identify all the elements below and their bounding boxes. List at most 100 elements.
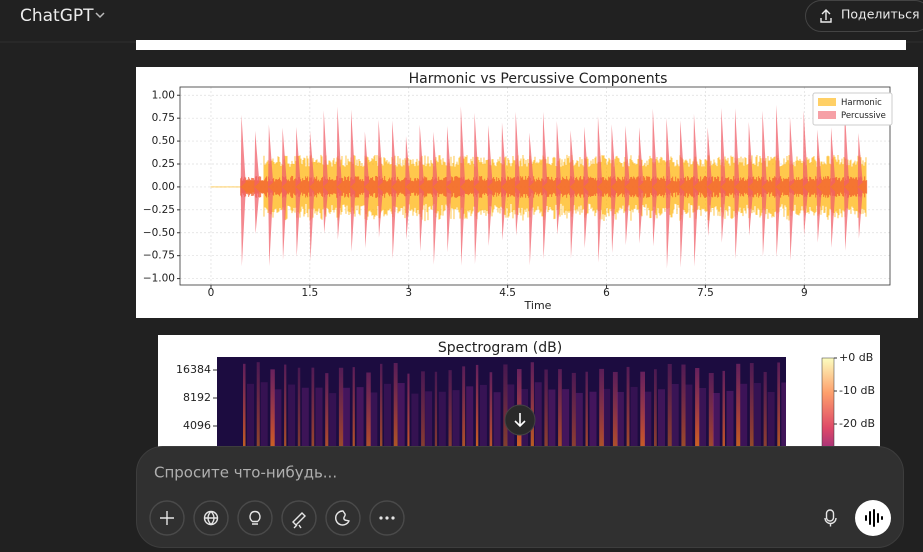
y-tick-label: 0.25 (152, 158, 175, 170)
onset-stripe (284, 364, 287, 457)
x-tick-label: 0 (208, 287, 215, 299)
onset-stripe (695, 368, 700, 457)
onset-stripe (462, 366, 466, 457)
x-tick-label: 3 (405, 287, 412, 299)
previous-image (136, 40, 906, 50)
onset-haze (479, 384, 487, 457)
x-tick-label: 4.5 (499, 287, 516, 299)
onset-haze (671, 383, 679, 457)
onset-stripe (475, 364, 479, 457)
colorbar-label: +0 dB (839, 351, 873, 364)
legend-swatch (818, 111, 836, 119)
onset-stripe (489, 372, 493, 457)
share-label[interactable]: Поделиться (841, 7, 920, 22)
axes-frame (179, 86, 891, 286)
onset-stripe (297, 367, 301, 457)
share-button[interactable] (805, 0, 923, 32)
y-tick-label: −0.50 (143, 227, 175, 239)
palette-icon (335, 510, 350, 526)
colorbar-label: -10 dB (839, 384, 875, 397)
app-title[interactable]: ChatGPT (20, 6, 94, 26)
dots-icon (379, 516, 395, 520)
onset-stripe (311, 367, 315, 457)
reason-button[interactable] (237, 500, 273, 536)
onset-stripe (708, 372, 714, 457)
y-tick-label: 16384 (176, 363, 211, 376)
y-tick-label: −0.25 (143, 204, 175, 216)
onset-stripe (599, 368, 605, 457)
onset-haze (534, 382, 542, 457)
onset-haze (753, 383, 761, 457)
y-tick-label: −0.75 (143, 250, 175, 262)
telescope-icon (292, 512, 306, 529)
onset-stripe (352, 367, 355, 457)
onset-haze (425, 391, 433, 457)
research-button[interactable] (281, 500, 317, 536)
onset-haze (260, 382, 268, 457)
onset-haze (452, 390, 460, 457)
more-button[interactable] (369, 500, 405, 536)
onset-stripe (558, 369, 562, 457)
onset-stripe (654, 369, 657, 457)
onset-stripe (421, 371, 425, 457)
onset-haze (562, 389, 570, 457)
bulb-icon (249, 510, 261, 525)
onset-haze (438, 391, 446, 457)
add-button[interactable] (149, 500, 185, 536)
onset-stripe (270, 369, 275, 457)
onset-stripe (366, 372, 371, 457)
waveform-chart: 1.00 0.75 0.50 0.25 0.00 −0.25 −0.50 −0.75 −1.00… (143, 86, 893, 299)
onset-stripe (448, 370, 452, 457)
plus-icon (160, 511, 174, 525)
spectrogram-title: Spectrogram (dB) (438, 340, 562, 356)
onset-stripe (585, 371, 588, 457)
onset-stripe (777, 362, 781, 457)
x-tick-label: 9 (801, 287, 808, 299)
onset-haze (603, 388, 611, 457)
onset-haze (384, 383, 391, 457)
chevron[interactable] (95, 12, 105, 19)
x-tick-label: 6 (603, 287, 610, 299)
onset-haze (411, 393, 419, 457)
composer-input[interactable]: Спросите что-нибудь... (154, 464, 337, 482)
onset-haze (685, 384, 693, 457)
voice-icon (865, 509, 883, 527)
y-tick-label: 0.75 (152, 112, 175, 124)
mic-icon[interactable] (825, 509, 835, 522)
composer (136, 446, 904, 548)
onset-haze (288, 384, 296, 457)
onset-haze (726, 390, 734, 457)
search-button[interactable] (193, 500, 229, 536)
onset-haze (630, 386, 638, 457)
onset-haze (274, 389, 282, 457)
mic-stand (824, 517, 837, 527)
share-icon (820, 9, 832, 23)
onset-stripe (407, 373, 410, 457)
legend-label: Harmonic (841, 98, 882, 108)
spectrogram-stripes (243, 362, 786, 457)
onset-stripe (380, 363, 383, 457)
globe-lines (204, 511, 218, 526)
onset-haze (575, 392, 583, 457)
onset-haze (699, 388, 707, 457)
legend-label: Percussive (841, 111, 886, 121)
onset-stripe (763, 371, 767, 457)
onset-haze (781, 382, 786, 457)
onset-stripe (393, 363, 398, 457)
chart-title: Harmonic vs Percussive Components (409, 71, 668, 87)
onset-haze (466, 386, 474, 457)
onset-stripe (626, 366, 630, 457)
onset-haze (644, 391, 652, 457)
onset-haze (740, 383, 748, 457)
onset-haze (329, 393, 337, 457)
x-axis-label: Time (524, 299, 552, 312)
y-tick-label: 0.50 (152, 135, 175, 147)
onset-stripe (722, 370, 725, 457)
onset-haze (342, 387, 350, 457)
image-button[interactable] (325, 500, 361, 536)
arrow-icon (514, 413, 526, 428)
onset-haze (301, 387, 309, 457)
onset-haze (397, 383, 405, 457)
onset-haze (356, 387, 364, 457)
